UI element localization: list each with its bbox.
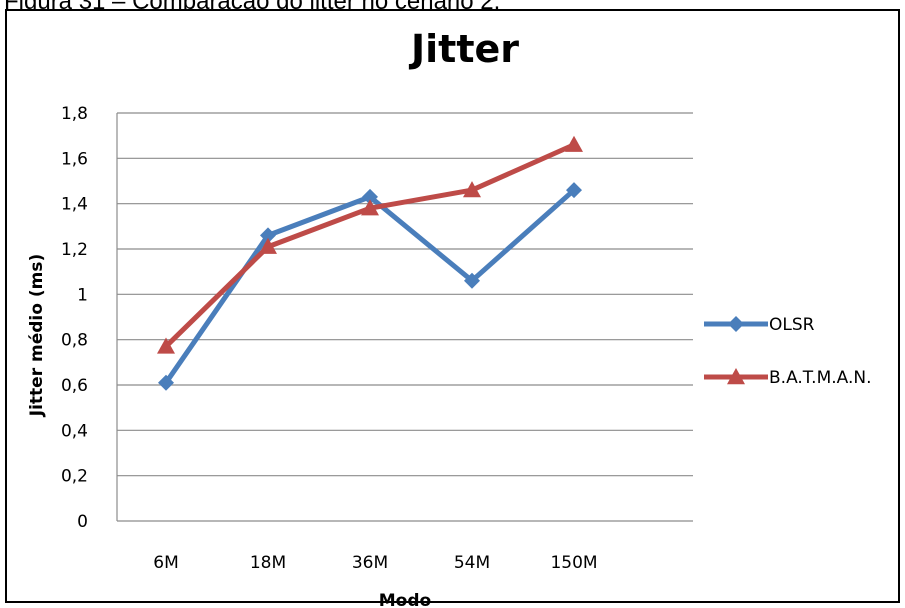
legend-item: B.A.T.M.A.N. (704, 368, 872, 388)
x-tick-label: 6M (153, 553, 178, 573)
series-olsr (158, 182, 582, 391)
data-point (158, 374, 174, 391)
y-tick-label: 0,2 (61, 467, 88, 487)
x-tick-label: 54M (454, 553, 490, 573)
legend: OLSR B.A.T.M.A.N. (704, 315, 872, 388)
y-tick-label: 0,6 (61, 376, 88, 396)
data-point (157, 337, 175, 354)
legend-marker (728, 316, 744, 332)
legend-label: OLSR (769, 315, 815, 335)
y-tick-label: 1 (77, 285, 88, 305)
y-tick-label: 0,8 (61, 331, 88, 351)
x-tick-labels: 6M 18M 36M 54M 150M (153, 553, 597, 573)
x-axis-label: Modo (379, 591, 431, 608)
legend-marker (727, 368, 745, 385)
y-axis-label: Jitter médio (ms) (27, 254, 47, 417)
data-point (362, 188, 378, 205)
series-lines (157, 135, 583, 391)
chart-title: Jitter (408, 27, 519, 71)
series-batman (157, 135, 583, 354)
data-point (361, 199, 379, 216)
x-tick-label: 150M (550, 553, 597, 573)
y-tick-label: 1,2 (61, 240, 88, 260)
data-point (463, 181, 481, 198)
data-point (566, 182, 582, 199)
y-tick-labels: 0 0,2 0,4 0,6 0,8 1 1,2 1,4 1,6 1,8 (61, 104, 88, 532)
y-tick-label: 1,8 (61, 104, 88, 124)
y-tick-label: 0 (77, 512, 88, 532)
legend-label: B.A.T.M.A.N. (769, 368, 872, 388)
data-point (464, 272, 480, 289)
data-point (565, 135, 583, 152)
legend-item: OLSR (704, 315, 815, 335)
x-tick-label: 36M (352, 553, 388, 573)
data-point (260, 227, 276, 244)
y-tick-label: 1,4 (61, 195, 88, 215)
x-tick-label: 18M (250, 553, 286, 573)
chart-frame (5, 9, 900, 603)
y-tick-label: 0,4 (61, 421, 88, 441)
gridlines (116, 112, 693, 522)
data-point (259, 237, 277, 254)
y-tick-label: 1,6 (61, 149, 88, 169)
